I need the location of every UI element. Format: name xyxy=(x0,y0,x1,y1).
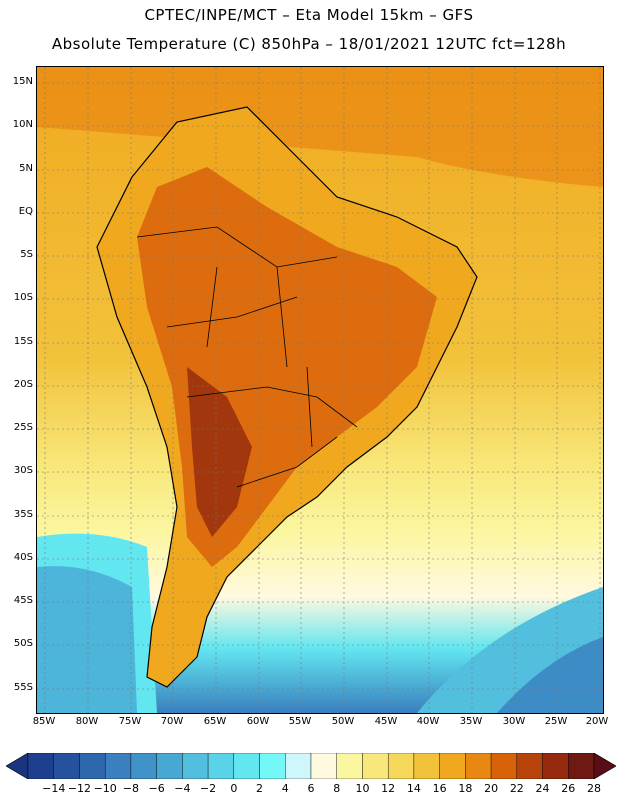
colorbar-tick-label: 16 xyxy=(432,782,447,795)
colorbar-swatch xyxy=(27,753,54,779)
colorbar-swatch xyxy=(207,753,235,779)
lon-tick-label: 25W xyxy=(544,716,568,727)
colorbar-swatch xyxy=(439,753,466,779)
colorbar-swatch xyxy=(130,753,157,779)
lon-tick-label: 65W xyxy=(203,716,227,727)
lon-tick-label: 75W xyxy=(118,716,142,727)
colorbar-tick-label: −8 xyxy=(122,782,140,795)
colorbar-tick-label: 24 xyxy=(535,782,550,795)
lat-tick-label: 5N xyxy=(19,163,33,174)
colorbar-swatch xyxy=(465,753,492,779)
colorbar-tick-label: −6 xyxy=(148,782,165,795)
colorbar-swatch xyxy=(79,753,106,779)
colorbar-swatch xyxy=(568,753,595,779)
lat-tick-label: 15N xyxy=(12,76,33,87)
colorbar-tick-label: 0 xyxy=(230,782,238,795)
colorbar-left-arrow xyxy=(6,753,29,779)
colorbar-swatch xyxy=(285,753,312,779)
colorbar-tick-label: 26 xyxy=(561,782,576,795)
lon-tick-label: 50W xyxy=(331,716,355,727)
colorbar-tick-label: 28 xyxy=(587,782,601,795)
lon-tick-label: 30W xyxy=(502,716,526,727)
hottest-core xyxy=(187,367,252,537)
lat-tick-label: 5S xyxy=(20,249,33,260)
lat-tick-label: 45S xyxy=(13,595,33,606)
colorbar-tick-label: 8 xyxy=(333,782,341,795)
colorbar-swatch xyxy=(413,753,440,779)
colorbar-tick-label: 10 xyxy=(355,782,370,795)
colorbar-tick-label: 4 xyxy=(281,782,289,795)
colorbar-swatch xyxy=(362,753,389,779)
colorbar-swatch xyxy=(259,753,286,779)
colder-sw-pacific xyxy=(37,566,137,713)
lat-tick-label: 55S xyxy=(13,682,33,693)
tropical-warm-band xyxy=(37,67,603,187)
colorbar-tick-label: 14 xyxy=(406,782,421,795)
colorbar-tick-label: 6 xyxy=(307,782,315,795)
temperature-field xyxy=(37,67,603,713)
colorbar-tick-label: 22 xyxy=(509,782,524,795)
colder-s-atlantic xyxy=(497,637,603,713)
colorbar-swatch xyxy=(182,753,209,779)
colorbar-tick-label: 20 xyxy=(484,782,499,795)
lon-tick-label: 70W xyxy=(160,716,184,727)
lat-tick-label: 15S xyxy=(13,336,33,347)
lon-tick-label: 60W xyxy=(246,716,270,727)
lon-tick-label: 55W xyxy=(288,716,312,727)
colorbar-tick-label: −14 xyxy=(42,782,66,795)
temperature-colorbar xyxy=(6,753,616,779)
colorbar-tick-label: 18 xyxy=(458,782,473,795)
lat-tick-label: 25S xyxy=(13,422,33,433)
colorbar-tick-label: −2 xyxy=(199,782,217,795)
colorbar-tick-label: −10 xyxy=(93,782,117,795)
colorbar-swatch xyxy=(387,753,415,779)
colorbar-swatch xyxy=(53,753,80,779)
lat-tick-label: 30S xyxy=(13,465,33,476)
lat-tick-label: 10N xyxy=(12,119,33,130)
lat-tick-label: 40S xyxy=(13,552,33,563)
colorbar-tick-label: −12 xyxy=(67,782,92,795)
map-subtitle: Absolute Temperature (C) 850hPa – 18/01/… xyxy=(51,35,567,53)
lon-tick-label: 40W xyxy=(416,716,440,727)
lon-tick-label: 80W xyxy=(75,716,99,727)
colorbar-swatch xyxy=(233,753,260,779)
colorbar-tick-label: 12 xyxy=(381,782,396,795)
temperature-map xyxy=(36,66,604,714)
colorbar-swatch xyxy=(516,753,543,779)
lat-tick-label: EQ xyxy=(18,206,33,217)
map-title: CPTEC/INPE/MCT – Eta Model 15km – GFS xyxy=(144,6,474,24)
country-borders xyxy=(136,226,358,488)
colorbar-tick-label: −4 xyxy=(174,782,191,795)
lat-tick-label: 35S xyxy=(13,509,33,520)
lat-tick-label: 50S xyxy=(13,638,33,649)
colorbar-swatch xyxy=(310,753,337,779)
lon-tick-label: 35W xyxy=(459,716,483,727)
lon-tick-label: 20W xyxy=(585,716,609,727)
lon-tick-label: 45W xyxy=(374,716,398,727)
colorbar-tick-label: 2 xyxy=(256,782,264,795)
lon-tick-label: 85W xyxy=(32,716,56,727)
colorbar-swatch xyxy=(156,753,183,779)
lat-tick-label: 10S xyxy=(13,292,33,303)
lat-tick-label: 20S xyxy=(13,379,33,390)
colorbar-right-arrow xyxy=(593,753,616,779)
coastline xyxy=(96,106,478,688)
colorbar-swatch xyxy=(542,753,569,779)
graticule xyxy=(37,67,603,713)
colorbar-swatch xyxy=(336,753,363,779)
colorbar-swatch xyxy=(490,753,518,779)
colorbar-swatch xyxy=(104,753,132,779)
